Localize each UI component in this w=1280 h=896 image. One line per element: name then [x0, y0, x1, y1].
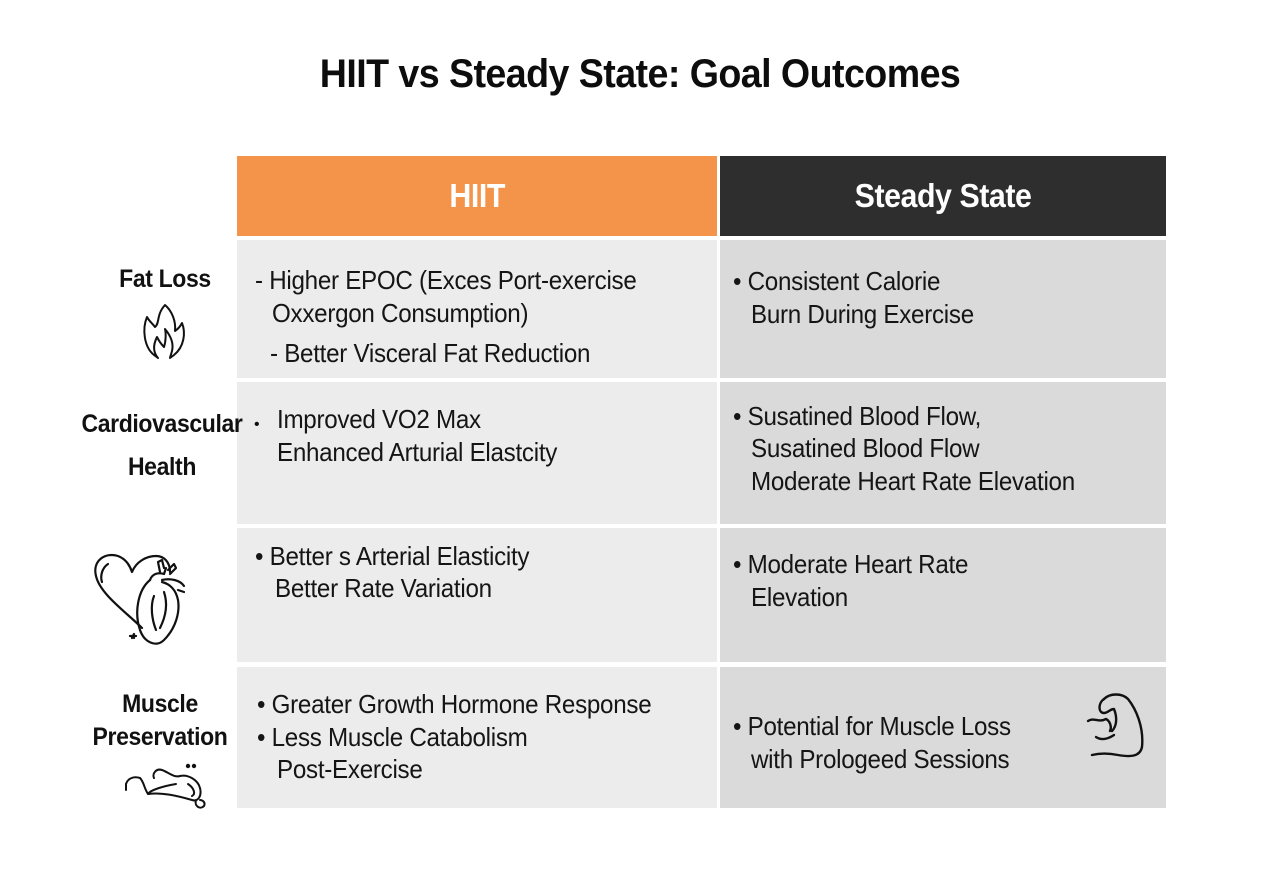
- cell-line: with Prologeed Sessions: [751, 744, 1010, 774]
- cell-line: - Better Visceral Fat Reduction: [270, 338, 591, 368]
- table-cell-fat-loss-hiit: - Higher EPOC (Exces Port-exercise Oxxer…: [237, 240, 717, 378]
- cell-line: • Consistent Calorie: [733, 266, 941, 296]
- cell-line: Improved VO2 Max: [277, 404, 481, 434]
- cell-line: • Moderate Heart Rate: [733, 549, 969, 579]
- cell-line: - Higher EPOC (Exces Port-exercise: [255, 265, 637, 295]
- cell-line: Burn During Exercise: [751, 299, 974, 329]
- cell-line: • Less Muscle Catabolism: [257, 722, 528, 752]
- column-header-steady-state-label: Steady State: [854, 177, 1032, 214]
- table-cell-muscle-steady: • Potential for Muscle Loss with Prologe…: [720, 667, 1166, 808]
- row-label-bullet: •: [254, 416, 260, 433]
- cell-line: Elevation: [751, 582, 848, 612]
- cell-line: Oxxergon Consumption): [272, 298, 529, 328]
- row-label-fat-loss: Fat Loss: [119, 265, 211, 293]
- cell-line: Moderate Heart Rate Elevation: [751, 466, 1075, 496]
- cell-line: Susatined Blood Flow: [751, 433, 980, 463]
- muscle-arm-icon: [122, 760, 214, 812]
- cell-line: • Potential for Muscle Loss: [733, 711, 1011, 741]
- row-label-muscle-preservation: Muscle Preservation: [92, 690, 228, 751]
- cell-line: • Greater Growth Hormone Response: [257, 689, 652, 719]
- table-cell-heart-hiit: • Better s Arterial Elasticity Better Ra…: [237, 528, 717, 662]
- table-cell-heart-steady: • Moderate Heart Rate Elevation: [720, 528, 1166, 662]
- table-cell-cardio-steady: • Susatined Blood Flow, Susatined Blood …: [720, 382, 1166, 524]
- flexed-bicep-icon: [1084, 691, 1148, 763]
- table-cell-cardio-hiit: Improved VO2 Max Enhanced Arturial Elast…: [237, 382, 717, 524]
- anatomical-heart-icon: [90, 550, 202, 650]
- table-cell-fat-loss-steady: • Consistent Calorie Burn During Exercis…: [720, 240, 1166, 378]
- page-title: HIIT vs Steady State: Goal Outcomes: [319, 52, 961, 96]
- cell-line: Post-Exercise: [277, 754, 423, 784]
- cell-line: Enhanced Arturial Elastcity: [277, 437, 558, 467]
- cell-line: • Better s Arterial Elasticity: [255, 541, 530, 571]
- column-header-hiit: HIIT: [237, 156, 717, 236]
- column-header-steady-state: Steady State: [720, 156, 1166, 236]
- table-cell-muscle-hiit: • Greater Growth Hormone Response • Less…: [237, 667, 717, 808]
- row-label-cardiovascular-health: Cardiovascular Health: [81, 410, 243, 481]
- flame-icon: [142, 303, 188, 361]
- cell-line: • Susatined Blood Flow,: [733, 401, 982, 431]
- cell-line: Better Rate Variation: [275, 573, 492, 603]
- column-header-hiit-label: HIIT: [449, 177, 505, 214]
